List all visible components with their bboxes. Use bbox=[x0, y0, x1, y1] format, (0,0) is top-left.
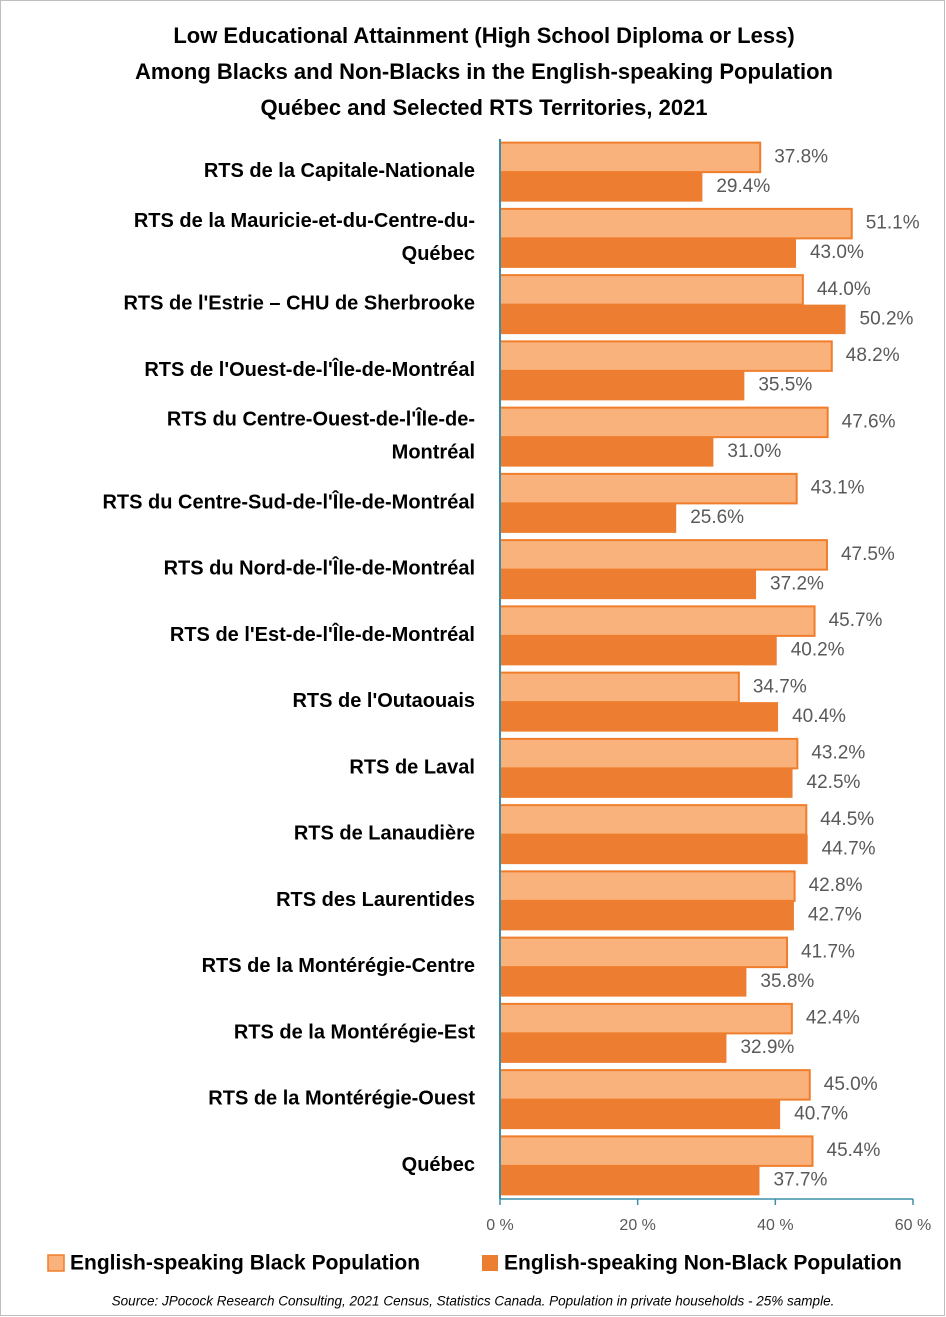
bar bbox=[500, 172, 703, 202]
bar bbox=[500, 238, 796, 268]
value-label: 43.2% bbox=[811, 743, 865, 764]
category-label: RTS du Nord-de-l'Île-de-Montréal bbox=[164, 556, 475, 580]
legend-swatch bbox=[47, 1254, 65, 1272]
category-label: RTS de l'Ouest-de-l'Île-de-Montréal bbox=[144, 357, 475, 381]
bar bbox=[500, 370, 745, 401]
value-label: 45.4% bbox=[827, 1140, 881, 1161]
value-label: 40.7% bbox=[794, 1103, 848, 1124]
category-label: RTS de la Montérégie-Ouest bbox=[208, 1088, 475, 1110]
bar bbox=[499, 207, 853, 240]
bar bbox=[499, 605, 816, 637]
value-label: 51.1% bbox=[866, 213, 920, 234]
bar bbox=[500, 635, 777, 666]
category-label: RTS de la Capitale-Nationale bbox=[204, 160, 475, 182]
category-label: Québec bbox=[402, 1154, 475, 1176]
chart-title: Low Educational Attainment (High School … bbox=[135, 23, 833, 120]
category-label: RTS du Centre-Ouest-de-l'Île-de-Montréal bbox=[167, 407, 475, 464]
bar bbox=[500, 503, 677, 533]
value-label: 25.6% bbox=[690, 507, 744, 528]
bar bbox=[500, 569, 757, 600]
bar bbox=[499, 1002, 793, 1035]
bar bbox=[499, 936, 789, 969]
bar bbox=[499, 1069, 811, 1101]
x-tick-label: 0 % bbox=[486, 1217, 514, 1234]
value-label: 47.6% bbox=[842, 411, 896, 432]
value-label: 32.9% bbox=[740, 1037, 794, 1058]
bar bbox=[500, 1165, 760, 1196]
bar bbox=[499, 539, 828, 571]
value-label: 37.8% bbox=[774, 146, 828, 167]
legend-label: English-speaking Black Population bbox=[70, 1252, 420, 1275]
bar bbox=[500, 900, 794, 931]
category-label: RTS de la Montérégie-Centre bbox=[202, 955, 475, 977]
bar bbox=[499, 472, 798, 505]
value-label: 47.5% bbox=[841, 544, 895, 565]
value-label: 42.4% bbox=[806, 1008, 860, 1029]
value-label: 45.7% bbox=[829, 610, 883, 631]
value-label: 44.7% bbox=[822, 838, 876, 859]
value-label: 42.8% bbox=[809, 875, 863, 896]
bar bbox=[500, 437, 714, 467]
legend-label: English-speaking Non-Black Population bbox=[504, 1252, 902, 1275]
category-label: RTS de Lanaudière bbox=[294, 823, 475, 845]
value-label: 41.7% bbox=[801, 941, 855, 962]
value-label: 44.5% bbox=[820, 809, 874, 830]
category-label: RTS de la Mauricie-et-du-Centre-du-Québe… bbox=[134, 210, 475, 265]
value-label: 42.7% bbox=[808, 905, 862, 926]
category-label: RTS des Laurentides bbox=[276, 889, 475, 911]
bar bbox=[499, 737, 799, 770]
value-label: 29.4% bbox=[716, 176, 770, 197]
x-tick-label: 40 % bbox=[757, 1217, 793, 1234]
value-label: 40.2% bbox=[791, 640, 845, 661]
bar bbox=[499, 274, 804, 306]
value-label: 40.4% bbox=[792, 706, 846, 727]
value-label: 37.7% bbox=[774, 1170, 828, 1191]
category-label: RTS de la Montérégie-Est bbox=[234, 1022, 475, 1044]
bar bbox=[499, 870, 796, 902]
value-label: 48.2% bbox=[846, 345, 900, 366]
bar bbox=[500, 967, 747, 997]
value-label: 43.0% bbox=[810, 242, 864, 263]
bar bbox=[500, 834, 808, 865]
value-label: 31.0% bbox=[727, 441, 781, 462]
bar bbox=[499, 671, 740, 704]
x-tick-label: 20 % bbox=[619, 1217, 655, 1234]
bar bbox=[499, 406, 829, 439]
category-label: RTS de l'Est-de-l'Île-de-Montréal bbox=[170, 622, 475, 646]
value-label: 44.0% bbox=[817, 279, 871, 300]
bar bbox=[500, 702, 779, 732]
value-label: 43.1% bbox=[811, 478, 865, 499]
bar bbox=[500, 1099, 781, 1130]
category-label: RTS de l'Estrie – CHU de Sherbrooke bbox=[123, 293, 475, 315]
bar bbox=[500, 768, 793, 798]
bar bbox=[499, 340, 833, 372]
value-label: 42.5% bbox=[807, 772, 861, 793]
category-label: RTS de l'Outaouais bbox=[292, 690, 475, 712]
category-label: RTS de Laval bbox=[349, 757, 475, 779]
value-label: 50.2% bbox=[860, 308, 914, 329]
x-tick-label: 60 % bbox=[895, 1217, 931, 1234]
value-label: 34.7% bbox=[753, 676, 807, 697]
value-label: 45.0% bbox=[824, 1074, 878, 1095]
bar bbox=[499, 141, 762, 174]
bar bbox=[500, 1033, 727, 1063]
bar bbox=[499, 804, 808, 836]
bar bbox=[500, 304, 846, 335]
category-label: RTS du Centre-Sud-de-l'Île-de-Montréal bbox=[102, 490, 475, 514]
value-label: 37.2% bbox=[770, 573, 824, 594]
legend-swatch bbox=[482, 1255, 498, 1271]
value-label: 35.5% bbox=[758, 375, 812, 396]
source-note: Source: JPocock Research Consulting, 202… bbox=[112, 1294, 835, 1309]
bar bbox=[499, 1135, 814, 1167]
value-label: 35.8% bbox=[760, 971, 814, 992]
